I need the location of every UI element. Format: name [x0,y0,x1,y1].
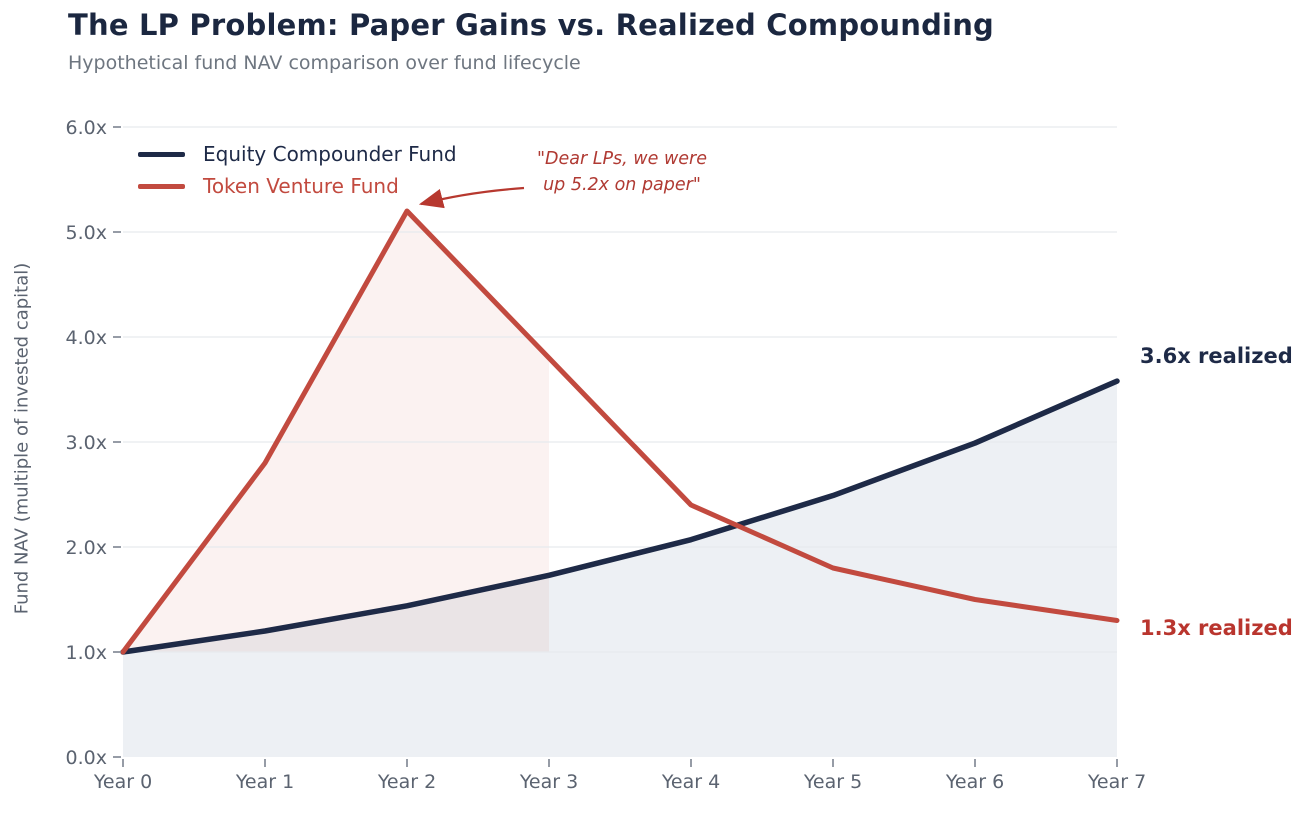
x-tick-label-4: Year 4 [661,771,720,793]
legend-label-token: Token Venture Fund [203,174,399,198]
chart-subtitle: Hypothetical fund NAV comparison over fu… [68,52,581,74]
x-tick-label-2: Year 2 [377,771,436,793]
y-tick-label-1: 1.0x [66,642,107,664]
legend-swatch-token-line [138,183,185,189]
y-tick-label-6: 6.0x [66,117,107,139]
legend-label-equity: Equity Compounder Fund [203,142,457,166]
legend: Equity Compounder Fund Token Venture Fun… [138,138,457,202]
y-tick-label-5: 5.0x [66,222,107,244]
x-tick-label-0: Year 0 [93,771,152,793]
legend-item-token: Token Venture Fund [138,170,457,202]
x-tick-label-7: Year 7 [1087,771,1146,793]
token-end-label: 1.3x realized [1140,616,1293,640]
peak-annotation-line1: "Dear LPs, we were [536,149,707,169]
x-tick-label-3: Year 3 [519,771,578,793]
peak-annotation: "Dear LPs, we were up 5.2x on paper" [508,146,736,198]
y-tick-label-2: 2.0x [66,537,107,559]
annotation-arrow [418,186,525,209]
series-line-equity-compounder-fund [120,378,1120,655]
legend-item-equity: Equity Compounder Fund [138,138,457,170]
equity-end-label: 3.6x realized [1140,344,1293,368]
area-fill-token-venture-fund [123,211,549,652]
x-tick-label-5: Year 5 [803,771,862,793]
y-tick-label-4: 4.0x [66,327,107,349]
y-tick-label-0: 0.0x [66,747,107,769]
peak-annotation-line2: up 5.2x on paper" [543,175,701,195]
chart-title: The LP Problem: Paper Gains vs. Realized… [68,8,994,42]
series-line-token-venture-fund [120,208,1120,655]
x-tick-label-1: Year 1 [235,771,294,793]
y-tick-label-3: 3.0x [66,432,107,454]
area-fill-equity-compounder-fund [123,381,1117,757]
legend-swatch-equity-line [138,151,185,157]
x-tick-label-6: Year 6 [945,771,1004,793]
y-axis-title: Fund NAV (multiple of invested capital) [11,262,33,614]
